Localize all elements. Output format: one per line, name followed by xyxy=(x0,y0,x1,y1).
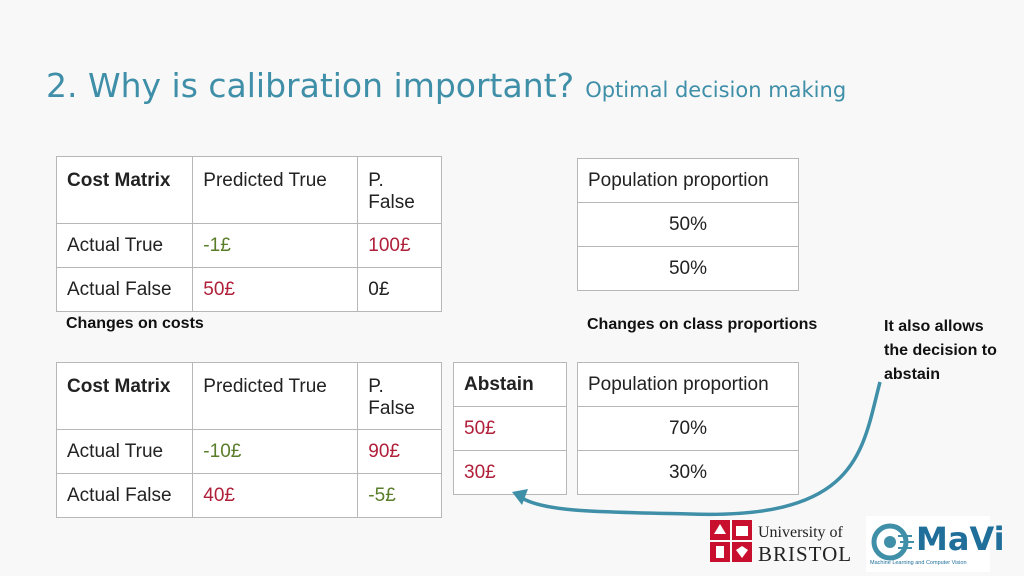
title-main: 2. Why is calibration important? xyxy=(46,66,575,105)
table-header-row: Cost Matrix Predicted True P. False xyxy=(55,156,442,224)
bristol-line2: BRISTOL xyxy=(758,542,853,566)
table-row: Actual False 40£ -5£ xyxy=(55,473,442,518)
proportion-cell: 50% xyxy=(577,246,799,291)
note-changes-proportions: Changes on class proportions xyxy=(587,316,818,333)
table-row: 30£ xyxy=(453,450,567,495)
title-subtitle: Optimal decision making xyxy=(585,78,847,102)
note-abstain-line: the decision to xyxy=(884,342,997,359)
header-cell: Cost Matrix xyxy=(55,156,194,224)
mavi-name: MaVi xyxy=(916,520,1005,558)
bristol-crest-icon xyxy=(710,520,752,562)
table-header-row: Population proportion xyxy=(577,158,799,203)
abstain-table: Abstain 50£ 30£ xyxy=(453,362,567,495)
header-cell: Abstain xyxy=(453,362,567,407)
bristol-line1: University of xyxy=(758,524,843,541)
header-cell: Population proportion xyxy=(577,158,799,203)
header-cell: Predicted True xyxy=(192,156,359,224)
table-row: 30% xyxy=(577,450,799,495)
row-label: Actual True xyxy=(55,429,194,474)
proportion-cell: 30% xyxy=(577,450,799,495)
population-table-1: Population proportion 50% 50% xyxy=(577,158,799,291)
slide-title: 2. Why is calibration important? Optimal… xyxy=(46,66,846,105)
cost-cell: 0£ xyxy=(357,267,442,312)
table-row: Actual True -1£ 100£ xyxy=(55,223,442,268)
cost-cell: 90£ xyxy=(357,429,442,474)
note-abstain-line: It also allows xyxy=(884,318,984,335)
note-changes-costs: Changes on costs xyxy=(66,315,204,332)
header-cell: Predicted True xyxy=(192,362,359,430)
table-row: 50% xyxy=(577,246,799,291)
mavi-eye-icon xyxy=(871,523,914,561)
university-of-bristol-logo: University of BRISTOL xyxy=(708,518,858,568)
cost-cell: 50£ xyxy=(192,267,359,312)
cost-cell: -5£ xyxy=(357,473,442,518)
cost-cell: -1£ xyxy=(192,223,359,268)
row-label: Actual False xyxy=(55,267,194,312)
row-label: Actual True xyxy=(55,223,194,268)
table-row: 70% xyxy=(577,406,799,451)
note-abstain: It also allows the decision to abstain xyxy=(884,315,997,387)
note-abstain-line: abstain xyxy=(884,366,941,383)
proportion-cell: 70% xyxy=(577,406,799,451)
table-header-row: Abstain xyxy=(453,362,567,407)
table-header-row: Cost Matrix Predicted True P. False xyxy=(55,362,442,430)
table-row: Actual False 50£ 0£ xyxy=(55,267,442,312)
header-cell: Cost Matrix xyxy=(55,362,194,430)
cost-cell: 100£ xyxy=(357,223,442,268)
cost-matrix-table-2: Cost Matrix Predicted True P. False Actu… xyxy=(55,362,442,518)
header-cell: P. False xyxy=(357,362,442,430)
row-label: Actual False xyxy=(55,473,194,518)
mavi-logo: MaVi Machine Learning and Computer Visio… xyxy=(866,516,1005,572)
cost-cell: 40£ xyxy=(192,473,359,518)
abstain-cost-cell: 30£ xyxy=(453,450,567,495)
cost-matrix-table-1: Cost Matrix Predicted True P. False Actu… xyxy=(55,156,442,312)
mavi-caption: Machine Learning and Computer Vision xyxy=(870,560,967,566)
population-table-2: Population proportion 70% 30% xyxy=(577,362,799,495)
